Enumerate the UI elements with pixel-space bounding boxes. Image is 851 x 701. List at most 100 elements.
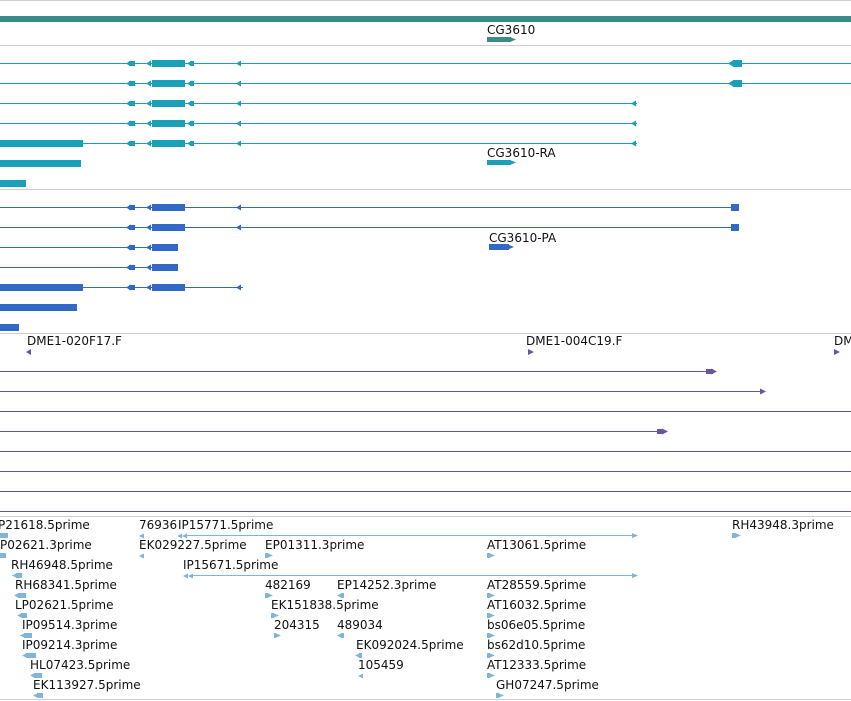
exon-block[interactable] <box>129 265 135 270</box>
est-label[interactable]: EK151838.5prime <box>271 598 379 612</box>
clone-label[interactable]: DME <box>834 334 851 348</box>
est-block[interactable] <box>487 553 490 558</box>
est-label[interactable]: 76936 <box>139 518 177 532</box>
est-block[interactable] <box>21 613 27 618</box>
exon-block[interactable] <box>0 284 83 291</box>
exon-block[interactable] <box>152 140 185 147</box>
exon-block[interactable] <box>733 80 742 87</box>
exon-block[interactable] <box>129 245 135 250</box>
exon-block[interactable] <box>0 160 81 167</box>
exon-block[interactable] <box>0 140 83 147</box>
est-label[interactable]: 105459 <box>358 658 404 672</box>
est-block[interactable] <box>359 653 362 658</box>
exon-block[interactable] <box>152 284 185 291</box>
est-block[interactable] <box>37 693 43 698</box>
est-label[interactable]: 482169 <box>265 578 311 592</box>
exon-block[interactable] <box>190 61 194 66</box>
est-label[interactable]: GH07247.5prime <box>496 678 599 692</box>
est-label[interactable]: IP15771.5prime <box>178 518 273 532</box>
est-label[interactable]: IP15671.5prime <box>183 558 278 572</box>
exon-block[interactable] <box>129 225 135 230</box>
est-block[interactable] <box>271 613 274 618</box>
gene-glyph[interactable] <box>487 37 511 42</box>
gene-label[interactable]: CG3610 <box>487 23 535 37</box>
exon-block[interactable] <box>152 120 185 127</box>
est-label[interactable]: AT28559.5prime <box>487 578 586 592</box>
est-block[interactable] <box>487 593 490 598</box>
exon-block[interactable] <box>190 81 194 86</box>
est-label[interactable]: bs06e05.5prime <box>487 618 585 632</box>
exon-block[interactable] <box>731 204 739 211</box>
exon-block[interactable] <box>129 61 135 66</box>
exon-block[interactable] <box>152 244 178 251</box>
est-label[interactable]: AT12333.5prime <box>487 658 586 672</box>
est-block[interactable] <box>487 633 490 638</box>
est-label[interactable]: 204315 <box>274 618 320 632</box>
est-block[interactable] <box>16 573 22 578</box>
exon-block[interactable] <box>190 121 194 126</box>
est-label[interactable]: EP01311.3prime <box>265 538 364 552</box>
est-block[interactable] <box>487 613 490 618</box>
exon-block[interactable] <box>129 205 135 210</box>
exon-block[interactable] <box>657 429 663 434</box>
exon-block[interactable] <box>733 60 742 67</box>
est-label[interactable]: RH68341.5prime <box>15 578 117 592</box>
est-block[interactable] <box>265 553 268 558</box>
exon-block[interactable] <box>152 60 185 67</box>
est-label[interactable]: AT16032.5prime <box>487 598 586 612</box>
est-block[interactable] <box>341 593 344 598</box>
exon-block[interactable] <box>129 141 135 146</box>
est-label[interactable]: bs62d10.5prime <box>487 638 585 652</box>
est-label[interactable]: EP14252.3prime <box>337 578 436 592</box>
est-label[interactable]: 489034 <box>337 618 383 632</box>
exon-block[interactable] <box>129 101 135 106</box>
est-block[interactable] <box>26 653 36 658</box>
exon-block[interactable] <box>152 100 185 107</box>
clone-label[interactable]: DME1-020F17.F <box>27 334 122 348</box>
est-label[interactable]: LP02621.5prime <box>15 598 114 612</box>
est-block[interactable] <box>732 533 736 538</box>
exon-block[interactable] <box>706 369 713 374</box>
mrna-glyph[interactable] <box>487 160 511 165</box>
exon-block[interactable] <box>152 204 185 211</box>
est-block[interactable] <box>496 693 499 698</box>
exon-block[interactable] <box>152 224 185 231</box>
exon-block[interactable] <box>152 264 178 271</box>
exon-block[interactable] <box>152 80 185 87</box>
strand-arrow-left-icon <box>236 120 241 127</box>
est-label[interactable]: P02621.3prime <box>0 538 92 552</box>
est-block[interactable] <box>487 653 490 658</box>
est-label[interactable]: EK113927.5prime <box>33 678 141 692</box>
est-label[interactable]: P21618.5prime <box>0 518 90 532</box>
est-block[interactable] <box>24 633 32 638</box>
est-label[interactable]: AT13061.5prime <box>487 538 586 552</box>
clone-label[interactable]: DME1-004C19.F <box>526 334 623 348</box>
mrna-label[interactable]: CG3610-RA <box>487 146 556 160</box>
cds-label[interactable]: CG3610-PA <box>489 231 557 245</box>
est-block[interactable] <box>18 593 26 598</box>
exon-block[interactable] <box>129 121 135 126</box>
exon-block[interactable] <box>129 81 135 86</box>
cds-glyph[interactable] <box>489 244 509 250</box>
exon-block[interactable] <box>129 285 135 290</box>
est-block[interactable] <box>341 633 344 638</box>
est-label[interactable]: EK029227.5prime <box>139 538 247 552</box>
est-block[interactable] <box>487 673 490 678</box>
est-label[interactable]: HL07423.5prime <box>30 658 130 672</box>
est-label[interactable]: RH43948.3prime <box>732 518 834 532</box>
exon-block[interactable] <box>0 324 19 331</box>
gene-span-bar[interactable] <box>0 16 851 22</box>
exon-block[interactable] <box>190 141 194 146</box>
est-block[interactable] <box>0 553 6 558</box>
est-block[interactable] <box>0 533 8 538</box>
exon-block[interactable] <box>731 224 739 231</box>
exon-block[interactable] <box>0 304 77 311</box>
est-label[interactable]: IP09514.3prime <box>22 618 117 632</box>
est-block[interactable] <box>34 673 42 678</box>
est-block[interactable] <box>265 593 268 598</box>
est-label[interactable]: EK092024.5prime <box>356 638 464 652</box>
exon-block[interactable] <box>190 101 194 106</box>
est-label[interactable]: IP09214.3prime <box>22 638 117 652</box>
exon-block[interactable] <box>0 180 26 187</box>
est-label[interactable]: RH46948.5prime <box>11 558 113 572</box>
